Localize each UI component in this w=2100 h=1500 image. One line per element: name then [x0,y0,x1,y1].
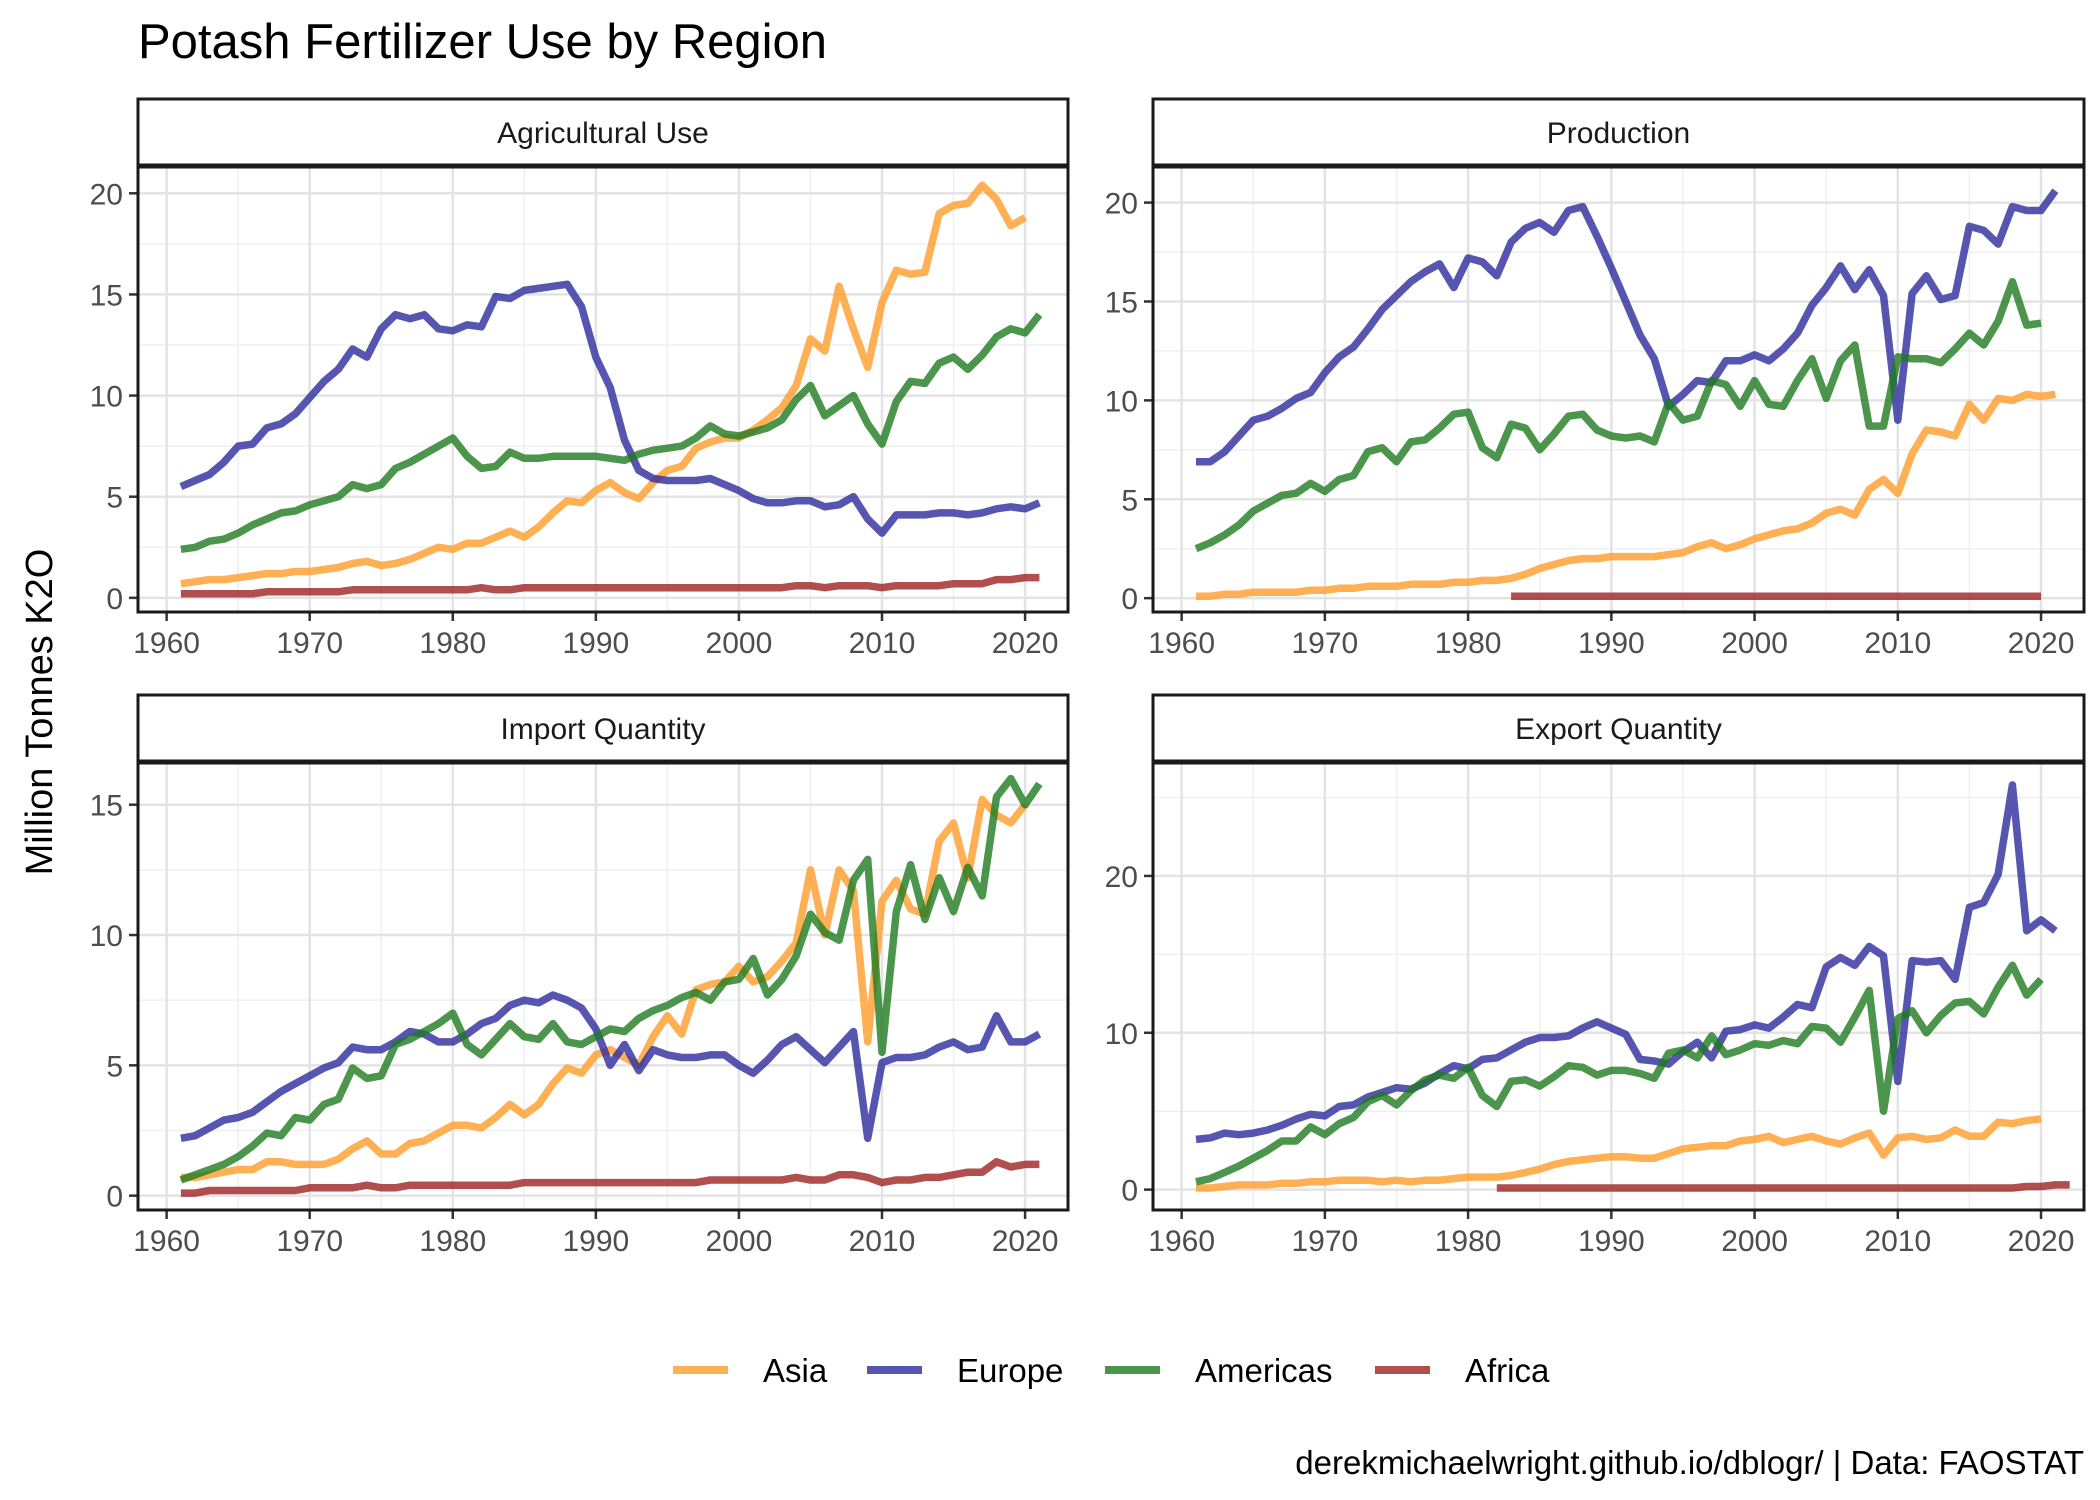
x-tick-label: 2020 [2008,627,2075,660]
legend-item-asia: Asia [673,1352,828,1389]
legend-label: Asia [763,1352,828,1389]
series-line-europe [179,280,1041,537]
series-line-africa [180,573,1040,598]
panel-border [136,761,1070,1212]
panel-strip [136,693,1070,763]
x-tick-label: 2000 [706,1225,773,1258]
x-tick-label: 2010 [849,627,916,660]
x-tick-label: 1980 [1435,627,1502,660]
x-tick-label: 1990 [1578,627,1645,660]
y-tick-label: 0 [106,583,123,616]
x-tick-label: 2000 [1721,1225,1788,1258]
x-tick-label: 2020 [2008,1225,2075,1258]
series-line-asia [1196,390,2056,600]
x-tick-label: 1960 [1148,627,1215,660]
panel-strip-label: Agricultural Use [497,117,709,150]
panel-strip-label: Production [1547,117,1690,150]
x-tick-label: 1990 [562,1225,629,1258]
x-tick-label: 1960 [133,627,200,660]
x-tick-label: 1980 [419,1225,486,1258]
panel-strip-label: Import Quantity [500,713,705,746]
y-tick-label: 5 [106,482,123,515]
series-line-africa [180,1158,1040,1197]
series-line-asia [180,181,1027,588]
series-line-africa [1496,1181,2070,1192]
legend-item-europe: Europe [867,1352,1063,1389]
series-line-europe [180,991,1042,1143]
series-group [179,774,1043,1197]
series-group [179,181,1043,598]
y-tick-label: 20 [1105,188,1138,221]
y-tick-label: 10 [1105,385,1138,418]
x-tick-label: 1970 [1292,1225,1359,1258]
x-tick-label: 2010 [849,1225,916,1258]
legend-item-americas: Americas [1105,1352,1333,1389]
legend-label: Americas [1195,1352,1333,1389]
x-tick-label: 2000 [1721,627,1788,660]
y-axis-title: Million Tonnes K2O [19,549,61,876]
legend-item-africa: Africa [1375,1352,1550,1389]
y-tick-label: 10 [1105,1018,1138,1051]
panel-import-quantity: Import Quantity 1960 1970 1980 1990 2000 2010 2… [90,693,1070,1258]
x-tick-label: 1980 [419,627,486,660]
chart-caption: derekmichaelwright.github.io/dblogr/ | D… [1295,1444,2084,1481]
x-tick-label: 2020 [992,1225,1059,1258]
panel-strip-label: Export Quantity [1515,713,1722,746]
series-line-asia [1196,1115,2042,1192]
x-tick-label: 1970 [276,627,343,660]
panel-border [1151,165,2086,614]
y-tick-label: 20 [1105,861,1138,894]
series-line-americas [180,312,1043,554]
y-tick-label: 20 [90,178,123,211]
series-group [1194,188,2059,600]
y-tick-label: 0 [106,1181,123,1214]
plot-background [138,763,1068,1210]
y-tick-label: 15 [90,279,123,312]
legend: Asia Europe Americas Africa [673,1352,1550,1389]
y-tick-label: 5 [106,1050,123,1083]
y-tick-label: 10 [90,920,123,953]
x-tick-label: 1980 [1435,1225,1502,1258]
series-line-americas [1195,961,2044,1186]
y-tick-label: 15 [1105,286,1138,319]
x-tick-label: 2020 [992,627,1059,660]
y-tick-label: 0 [1121,583,1138,616]
plot-background [1153,167,2084,612]
series-line-americas [1194,277,2042,553]
plot-background [138,167,1068,612]
legend-label: Europe [957,1352,1063,1389]
x-tick-label: 1960 [133,1225,200,1258]
x-tick-label: 1990 [1578,1225,1645,1258]
x-tick-label: 2010 [1864,1225,1931,1258]
panel-strip [1151,693,2086,763]
series-group [1195,781,2070,1192]
y-tick-label: 0 [1121,1175,1138,1208]
legend-label: Africa [1465,1352,1550,1389]
x-tick-label: 1960 [1148,1225,1215,1258]
series-line-europe [1196,188,2059,466]
panel-border [136,165,1070,614]
x-tick-label: 1970 [1292,627,1359,660]
panel-strip [136,97,1070,167]
panel-strip [1151,97,2086,167]
series-line-americas [179,774,1043,1184]
series-line-europe [1195,781,2058,1144]
x-tick-label: 2000 [706,627,773,660]
y-tick-label: 15 [90,790,123,823]
chart-title: Potash Fertilizer Use by Region [138,15,828,69]
x-tick-label: 1970 [276,1225,343,1258]
y-tick-label: 10 [90,381,123,414]
x-tick-label: 1990 [562,627,629,660]
x-tick-label: 2010 [1864,627,1931,660]
y-tick-label: 5 [1121,484,1138,517]
panel-border [1151,761,2086,1212]
